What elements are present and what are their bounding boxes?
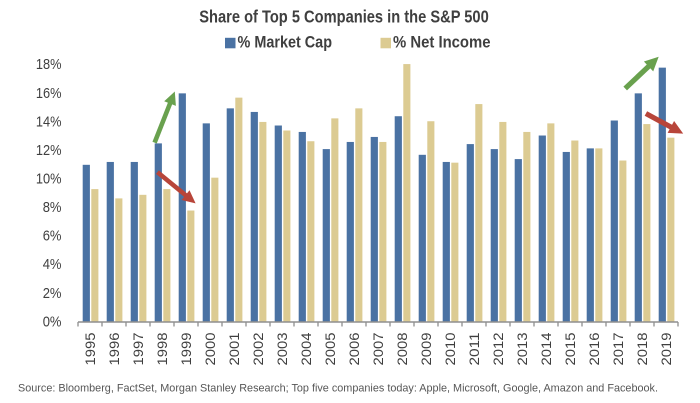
svg-text:1998: 1998 <box>155 333 170 366</box>
svg-text:2007: 2007 <box>371 333 386 366</box>
svg-text:2017: 2017 <box>611 333 626 366</box>
svg-text:1996: 1996 <box>107 333 122 366</box>
svg-text:2002: 2002 <box>251 333 266 366</box>
svg-text:2009: 2009 <box>419 333 434 366</box>
svg-text:2001: 2001 <box>227 333 242 366</box>
svg-text:Source: Bloomberg, FactSet, Mo: Source: Bloomberg, FactSet, Morgan Stanl… <box>18 383 658 395</box>
svg-text:2010: 2010 <box>443 333 458 366</box>
svg-text:18%: 18% <box>36 56 62 73</box>
svg-text:16%: 16% <box>36 85 62 102</box>
svg-text:2019: 2019 <box>659 333 674 366</box>
svg-text:1995: 1995 <box>83 333 98 366</box>
svg-text:2004: 2004 <box>299 332 314 366</box>
svg-text:1997: 1997 <box>131 333 146 366</box>
svg-text:2012: 2012 <box>491 333 506 366</box>
svg-text:1999: 1999 <box>179 333 194 366</box>
svg-text:2016: 2016 <box>587 333 602 366</box>
svg-text:4%: 4% <box>43 256 62 273</box>
svg-text:% Market Cap: % Market Cap <box>238 33 333 52</box>
svg-text:2018: 2018 <box>635 333 650 366</box>
svg-text:2005: 2005 <box>323 333 338 366</box>
svg-text:2006: 2006 <box>347 333 362 366</box>
svg-text:2011: 2011 <box>467 333 482 366</box>
svg-text:0%: 0% <box>43 313 62 330</box>
svg-text:10%: 10% <box>36 171 62 188</box>
svg-text:2000: 2000 <box>203 333 218 366</box>
svg-text:2%: 2% <box>43 285 62 302</box>
svg-text:8%: 8% <box>43 199 62 216</box>
svg-text:2008: 2008 <box>395 333 410 366</box>
svg-text:2015: 2015 <box>563 333 578 366</box>
svg-text:2013: 2013 <box>515 333 530 366</box>
svg-text:6%: 6% <box>43 228 62 245</box>
svg-text:2014: 2014 <box>539 332 554 366</box>
svg-text:% Net Income: % Net Income <box>393 33 491 52</box>
svg-text:2003: 2003 <box>275 333 290 366</box>
svg-text:12%: 12% <box>36 142 62 159</box>
svg-text:14%: 14% <box>36 113 62 130</box>
svg-text:Share of Top 5 Companies in th: Share of Top 5 Companies in the S&P 500 <box>199 7 489 27</box>
